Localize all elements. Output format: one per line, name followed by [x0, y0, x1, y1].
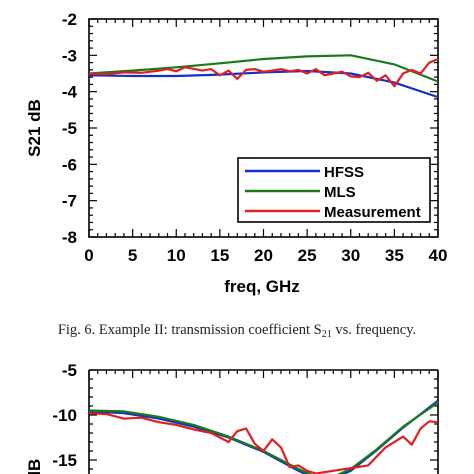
x-tick-label: 15 — [210, 246, 229, 265]
figure-caption: Fig. 6. Example II: transmission coeffic… — [58, 322, 416, 340]
x-tick-label: 20 — [254, 246, 273, 265]
legend: HFSS MLS Measurement — [237, 157, 431, 223]
legend-label-measurement: Measurement — [324, 204, 421, 221]
series-line-mls — [89, 54, 438, 83]
y-tick-label: -3 — [62, 46, 77, 65]
x-tick-label: 35 — [385, 246, 404, 265]
legend-label-mls: MLS — [324, 184, 356, 201]
x-tick-label: 40 — [429, 246, 448, 265]
y-tick-label: -4 — [62, 83, 78, 102]
y-axis-label-2: dB — [25, 459, 44, 474]
y-tick-label: -6 — [62, 155, 77, 174]
x-tick-label: 10 — [167, 246, 186, 265]
y-tick-label: -5 — [62, 361, 77, 380]
y-tick-label: -2 — [62, 10, 77, 29]
y-tick-label: -5 — [62, 119, 77, 138]
x-tick-label: 25 — [298, 246, 317, 265]
legend-label-hfss: HFSS — [324, 164, 364, 181]
y-tick-label: -8 — [62, 228, 77, 247]
x-tick-label: 5 — [128, 246, 137, 265]
series-line-hfss — [89, 399, 438, 474]
y-axis-label: S21 dB — [25, 99, 44, 157]
y-tick-label: -10 — [52, 406, 77, 425]
y-tick-label: -7 — [62, 192, 77, 211]
x-tick-label: 0 — [84, 246, 93, 265]
x-tick-label: 30 — [341, 246, 360, 265]
s21-chart: 0 5 10 15 20 25 30 35 40 -2 -3 -4 -5 -6 -7 -8 S21 dB fr… — [25, 10, 447, 296]
x-axis-label: freq, GHz — [224, 277, 300, 296]
y-tick-label: -15 — [52, 451, 77, 470]
series-line-measurement — [89, 412, 438, 474]
second-chart: -5 -10 -15 dB — [25, 361, 439, 474]
series-line-mls — [89, 401, 438, 474]
series-line-measurement — [89, 57, 438, 88]
